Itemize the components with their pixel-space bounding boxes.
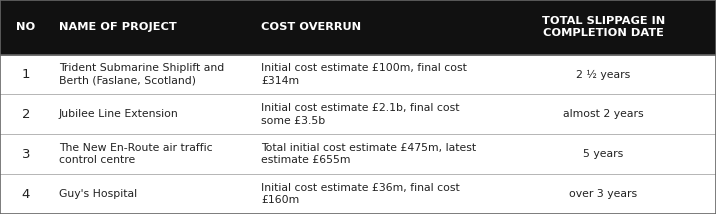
Text: Guy's Hospital: Guy's Hospital: [59, 189, 137, 199]
Text: almost 2 years: almost 2 years: [563, 109, 644, 119]
Text: Jubilee Line Extension: Jubilee Line Extension: [59, 109, 178, 119]
Text: Trident Submarine Shiplift and
Berth (Faslane, Scotland): Trident Submarine Shiplift and Berth (Fa…: [59, 63, 224, 86]
Text: Initial cost estimate £100m, final cost
£314m: Initial cost estimate £100m, final cost …: [261, 63, 468, 86]
Bar: [0, 94, 716, 134]
Text: 5 years: 5 years: [583, 149, 624, 159]
Text: over 3 years: over 3 years: [569, 189, 637, 199]
Bar: [0, 174, 716, 214]
Bar: [0, 55, 716, 94]
Text: Total initial cost estimate £475m, latest
estimate £655m: Total initial cost estimate £475m, lates…: [261, 143, 476, 165]
Text: 1: 1: [21, 68, 30, 81]
Text: Initial cost estimate £2.1b, final cost
some £3.5b: Initial cost estimate £2.1b, final cost …: [261, 103, 460, 126]
Text: 3: 3: [21, 148, 30, 161]
Text: COST OVERRUN: COST OVERRUN: [261, 22, 362, 32]
Text: NO: NO: [16, 22, 35, 32]
Bar: [0, 0, 716, 55]
Text: 2: 2: [21, 108, 30, 121]
Text: 4: 4: [21, 188, 30, 201]
Bar: [0, 134, 716, 174]
Text: TOTAL SLIPPAGE IN
COMPLETION DATE: TOTAL SLIPPAGE IN COMPLETION DATE: [541, 16, 665, 38]
Text: Initial cost estimate £36m, final cost
£160m: Initial cost estimate £36m, final cost £…: [261, 183, 460, 205]
Text: NAME OF PROJECT: NAME OF PROJECT: [59, 22, 176, 32]
Text: 2 ½ years: 2 ½ years: [576, 70, 630, 80]
Text: The New En-Route air traffic
control centre: The New En-Route air traffic control cen…: [59, 143, 213, 165]
